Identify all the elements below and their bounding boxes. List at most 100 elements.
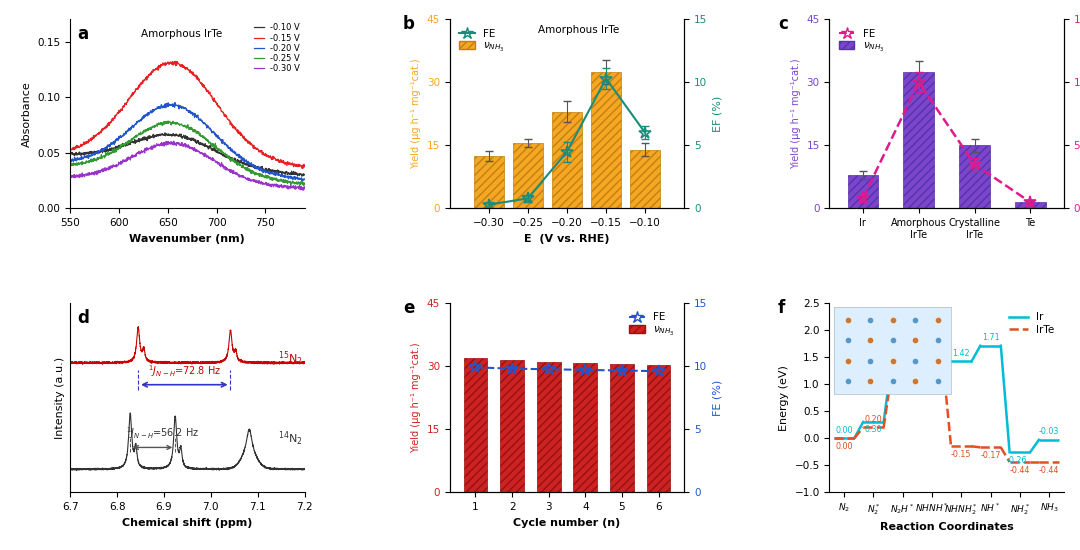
Y-axis label: Yield (μg h⁻¹ mg⁻¹cat.): Yield (μg h⁻¹ mg⁻¹cat.) [791, 58, 801, 169]
-0.10 V [213, 149, 226, 156]
-0.25 V [213, 147, 226, 154]
-0.20 V [298, 175, 311, 182]
Text: c: c [778, 15, 787, 34]
Text: $^1J_{N-H}$=56.2 Hz: $^1J_{N-H}$=56.2 Hz [125, 426, 199, 442]
Legend: Ir, IrTe: Ir, IrTe [1004, 308, 1058, 339]
Text: 1.42: 1.42 [953, 349, 970, 358]
X-axis label: Cycle number (n): Cycle number (n) [513, 518, 621, 527]
Bar [848, 175, 878, 208]
-0.20 V [64, 157, 77, 164]
-0.15 V [200, 88, 213, 95]
Text: $^{15}$N$_2$: $^{15}$N$_2$ [278, 350, 302, 368]
Text: -0.44: -0.44 [1039, 466, 1059, 475]
Text: 0.00: 0.00 [835, 426, 853, 435]
-0.30 V [78, 173, 91, 180]
Text: $^{14}$N$_2$: $^{14}$N$_2$ [278, 429, 302, 448]
Text: 1.71: 1.71 [982, 333, 999, 342]
-0.30 V [200, 154, 213, 161]
Y-axis label: Yield (μg h⁻¹ mg⁻¹cat.): Yield (μg h⁻¹ mg⁻¹cat.) [411, 58, 421, 169]
Text: -0.15: -0.15 [951, 450, 972, 459]
Text: 0.20: 0.20 [865, 415, 882, 424]
-0.20 V [266, 169, 279, 175]
Legend: FE, $\nu_{NH_3}$: FE, $\nu_{NH_3}$ [455, 24, 509, 58]
Bar [552, 112, 582, 208]
-0.20 V [213, 136, 226, 142]
X-axis label: Chemical shift (ppm): Chemical shift (ppm) [122, 518, 253, 527]
Bar [537, 362, 561, 492]
Bar [1015, 202, 1045, 208]
Text: b: b [403, 15, 415, 34]
-0.10 V [200, 143, 213, 150]
-0.25 V [206, 142, 219, 148]
-0.10 V [242, 163, 255, 169]
-0.20 V [242, 159, 255, 166]
-0.15 V [242, 138, 255, 144]
Y-axis label: Intensity (a.u.): Intensity (a.u.) [55, 356, 65, 439]
-0.25 V [242, 168, 255, 174]
-0.20 V [206, 129, 219, 135]
Text: Amorphous IrTe: Amorphous IrTe [140, 29, 221, 38]
Legend: -0.10 V, -0.15 V, -0.20 V, -0.25 V, -0.30 V: -0.10 V, -0.15 V, -0.20 V, -0.25 V, -0.3… [254, 24, 300, 73]
-0.15 V [64, 146, 77, 152]
Line: -0.20 V: -0.20 V [70, 102, 305, 180]
-0.10 V [159, 130, 172, 136]
Text: 0.30: 0.30 [865, 425, 882, 434]
Y-axis label: Absorbance: Absorbance [22, 81, 31, 147]
-0.15 V [206, 97, 219, 103]
-0.15 V [296, 165, 309, 172]
-0.30 V [64, 173, 77, 180]
Text: 1.56: 1.56 [923, 342, 941, 350]
-0.30 V [297, 186, 310, 193]
Bar [591, 72, 621, 208]
Line: -0.25 V: -0.25 V [70, 121, 305, 185]
-0.20 V [200, 123, 213, 129]
Text: -0.26: -0.26 [1007, 456, 1027, 465]
Bar [610, 364, 634, 492]
-0.25 V [162, 118, 175, 124]
Line: -0.30 V: -0.30 V [70, 141, 305, 190]
-0.30 V [167, 138, 180, 145]
Text: $^1J_{N-H}$=72.8 Hz: $^1J_{N-H}$=72.8 Hz [148, 363, 221, 379]
-0.10 V [295, 173, 308, 179]
Line: -0.10 V: -0.10 V [70, 133, 305, 176]
X-axis label: Reaction Coordinates: Reaction Coordinates [880, 522, 1013, 532]
-0.20 V [78, 152, 91, 158]
Text: -0.44: -0.44 [1010, 466, 1030, 475]
-0.15 V [298, 163, 311, 170]
Text: a: a [78, 25, 89, 43]
Bar [647, 365, 671, 492]
Bar [959, 145, 990, 208]
Bar [474, 156, 503, 208]
-0.10 V [206, 146, 219, 153]
Legend: FE, $\nu_{NH_3}$: FE, $\nu_{NH_3}$ [625, 308, 679, 342]
-0.10 V [266, 167, 279, 174]
Text: 1.30: 1.30 [894, 372, 912, 381]
Bar [513, 144, 543, 208]
-0.25 V [200, 136, 213, 143]
-0.30 V [298, 185, 311, 191]
Text: f: f [778, 299, 785, 317]
X-axis label: E  (V vs. RHE): E (V vs. RHE) [524, 234, 610, 244]
-0.30 V [206, 155, 219, 161]
-0.30 V [266, 181, 279, 188]
Bar [463, 358, 487, 492]
-0.15 V [168, 58, 181, 64]
-0.20 V [168, 99, 181, 106]
-0.25 V [266, 175, 279, 182]
-0.30 V [213, 162, 226, 169]
-0.30 V [242, 177, 255, 184]
Text: -0.17: -0.17 [981, 451, 1001, 460]
Text: -0.03: -0.03 [1039, 427, 1059, 436]
-0.15 V [213, 104, 226, 111]
Text: 0.00: 0.00 [835, 442, 853, 451]
Y-axis label: FE (%): FE (%) [713, 379, 723, 416]
-0.10 V [64, 150, 77, 157]
Y-axis label: Energy (eV): Energy (eV) [779, 365, 788, 431]
-0.25 V [297, 182, 310, 189]
-0.15 V [78, 141, 91, 147]
Text: 1.52: 1.52 [923, 360, 941, 369]
Bar [573, 363, 597, 492]
X-axis label: Wavenumber (nm): Wavenumber (nm) [130, 234, 245, 244]
-0.25 V [64, 162, 77, 169]
-0.15 V [266, 154, 279, 161]
